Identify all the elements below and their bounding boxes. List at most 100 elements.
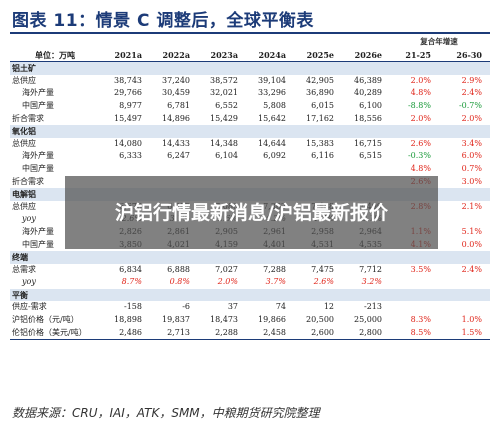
value-cell: 15,383	[306, 138, 334, 148]
value-cell: 33,296	[258, 88, 286, 98]
value-cell: 38,743	[114, 75, 142, 85]
cagr-21-25: 8.3%	[410, 315, 431, 325]
year-header: 2023a	[210, 49, 238, 60]
row-label: 中国产量	[22, 163, 54, 173]
section-row: 铝土矿	[10, 61, 490, 75]
section-row: 平衡	[10, 288, 490, 302]
cagr-period-header: 26-30	[456, 49, 482, 60]
header-blank	[292, 36, 340, 49]
row-label: 总供应	[12, 138, 36, 148]
row-label: 沪铝价格（元/吨）	[12, 315, 79, 325]
cagr-21-25: -8.8%	[407, 100, 431, 110]
section-name: 终端	[10, 251, 490, 264]
cagr-21-25: 2.6%	[410, 138, 431, 148]
cagr-26-30: 2.9%	[461, 75, 482, 85]
value-cell	[244, 163, 292, 176]
cagr-21-25: 4.8%	[410, 88, 431, 98]
row-label: 海外产量	[22, 151, 54, 161]
news-overlay-banner[interactable]: 沪铝行情最新消息/沪铝最新报价	[65, 176, 438, 249]
row-label: 总需求	[12, 264, 36, 274]
value-cell: -213	[364, 302, 382, 312]
value-cell: 14,644	[258, 138, 286, 148]
table-row: 伦铝价格（美元/吨） 2,486 2,713 2,288 2,458 2,600 2,800…	[10, 327, 490, 340]
header-blank	[100, 36, 148, 49]
value-cell: 74	[275, 302, 286, 312]
value-cell: 6,333	[119, 151, 142, 161]
table-row: yoy 8.7% 0.8% 2.0% 3.7% 2.6% 3.2%	[10, 276, 490, 289]
table-row: 总供应 38,743 37,240 38,572 39,104 42,905 46,389 2…	[10, 75, 490, 88]
cagr-26-30	[439, 301, 490, 314]
row-label: 折合需求	[12, 176, 44, 186]
table-row: 海外产量 29,766 30,459 32,021 33,296 36,890 40,289…	[10, 87, 490, 100]
value-cell: 6,781	[167, 100, 190, 110]
value-cell: 5,808	[263, 100, 286, 110]
value-cell: 2,288	[215, 327, 238, 337]
value-cell: 38,572	[210, 75, 238, 85]
value-cell: 6,834	[119, 264, 142, 274]
cagr-26-30: 1.0%	[461, 315, 482, 325]
value-cell: 18,898	[114, 315, 142, 325]
cagr-header: 复合年增速	[420, 37, 458, 46]
table-row: 中国产量 8,977 6,781 6,552 5,808 6,015 6,100 -8.8% -…	[10, 100, 490, 113]
value-cell: 18,473	[210, 315, 238, 325]
value-cell: 6,552	[215, 100, 238, 110]
value-cell: 2,458	[263, 327, 286, 337]
value-cell: 30,459	[162, 88, 190, 98]
table-row: 中国产量 4.8% 0.7%	[10, 163, 490, 176]
section-name: 平衡	[10, 288, 490, 302]
cagr-26-30: 3.4%	[461, 138, 482, 148]
value-cell: 37,240	[162, 75, 190, 85]
year-header: 2026e	[354, 49, 382, 60]
value-cell: 18,556	[354, 113, 382, 123]
cagr-26-30: -0.7%	[458, 100, 482, 110]
value-cell	[100, 163, 148, 176]
value-cell: 6,247	[167, 151, 190, 161]
cagr-21-25: 8.5%	[410, 327, 431, 337]
row-label: 总供应	[12, 75, 36, 85]
value-cell: 2,600	[311, 327, 334, 337]
value-cell: 25,000	[354, 315, 382, 325]
cagr-26-30	[439, 276, 490, 289]
cagr-21-25	[388, 276, 439, 289]
value-cell: 3.2%	[361, 277, 382, 287]
header-blank	[148, 36, 196, 49]
value-cell: 14,433	[162, 138, 190, 148]
value-cell: -6	[182, 302, 190, 312]
cagr-26-30: 2.1%	[461, 201, 482, 211]
row-label: 海外产量	[22, 88, 54, 98]
value-cell: 15,642	[258, 113, 286, 123]
value-cell: 3.7%	[265, 277, 286, 287]
value-cell: 2.6%	[313, 277, 334, 287]
value-cell: 29,766	[114, 88, 142, 98]
overlay-text: 沪铝行情最新消息/沪铝最新报价	[115, 201, 388, 224]
table-row: 总供应 14,080 14,433 14,348 14,644 15,383 16,715 2…	[10, 138, 490, 151]
value-cell: 15,429	[210, 113, 238, 123]
row-label: 中国产量	[22, 239, 54, 249]
value-cell: 6,116	[311, 151, 334, 161]
header-blank	[196, 36, 244, 49]
value-cell: 32,021	[210, 88, 238, 98]
value-cell: 7,288	[263, 264, 286, 274]
cagr-21-25: 4.8%	[410, 163, 431, 173]
header-row: 单位：万吨 2021a 2022a 2023a 2024a 2025e 2026e 21-25…	[10, 49, 490, 62]
value-cell: 42,905	[306, 75, 334, 85]
value-cell: 14,348	[210, 138, 238, 148]
value-cell: 19,866	[258, 315, 286, 325]
value-cell: 8,977	[119, 100, 142, 110]
header-blank	[10, 36, 100, 49]
year-header: 2024a	[258, 49, 286, 60]
value-cell: 17,162	[306, 113, 334, 123]
cagr-26-30	[439, 213, 490, 226]
row-label: yoy	[22, 214, 36, 224]
value-cell: 12	[323, 302, 334, 312]
value-cell: 6,015	[311, 100, 334, 110]
row-label: yoy	[22, 277, 36, 287]
value-cell: 6,092	[263, 151, 286, 161]
value-cell: 6,104	[215, 151, 238, 161]
cagr-21-25: 2.0%	[410, 113, 431, 123]
cagr-21-25: 3.5%	[410, 264, 431, 274]
value-cell: 15,497	[114, 113, 142, 123]
cagr-26-30: 5.1%	[461, 226, 482, 236]
value-cell: 14,896	[162, 113, 190, 123]
year-header: 2022a	[162, 49, 190, 60]
